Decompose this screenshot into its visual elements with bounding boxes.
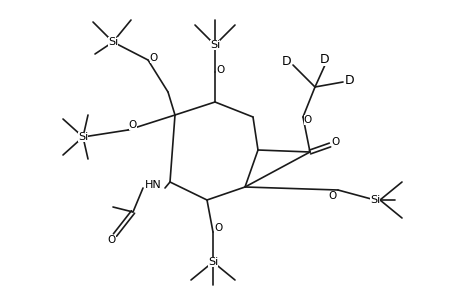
Text: Si: Si xyxy=(209,40,220,50)
Text: O: O xyxy=(150,53,158,63)
Text: Si: Si xyxy=(369,195,379,205)
Text: O: O xyxy=(129,120,137,130)
Text: HN: HN xyxy=(144,180,161,190)
Text: O: O xyxy=(108,235,116,245)
Text: O: O xyxy=(331,137,339,147)
Text: Si: Si xyxy=(78,132,88,142)
Text: O: O xyxy=(303,115,312,125)
Text: O: O xyxy=(216,65,224,75)
Text: D: D xyxy=(344,74,354,86)
Text: D: D xyxy=(319,52,329,65)
Text: O: O xyxy=(214,223,223,233)
Text: Si: Si xyxy=(108,37,118,47)
Text: O: O xyxy=(328,191,336,201)
Text: D: D xyxy=(281,55,291,68)
Text: Si: Si xyxy=(207,257,218,267)
